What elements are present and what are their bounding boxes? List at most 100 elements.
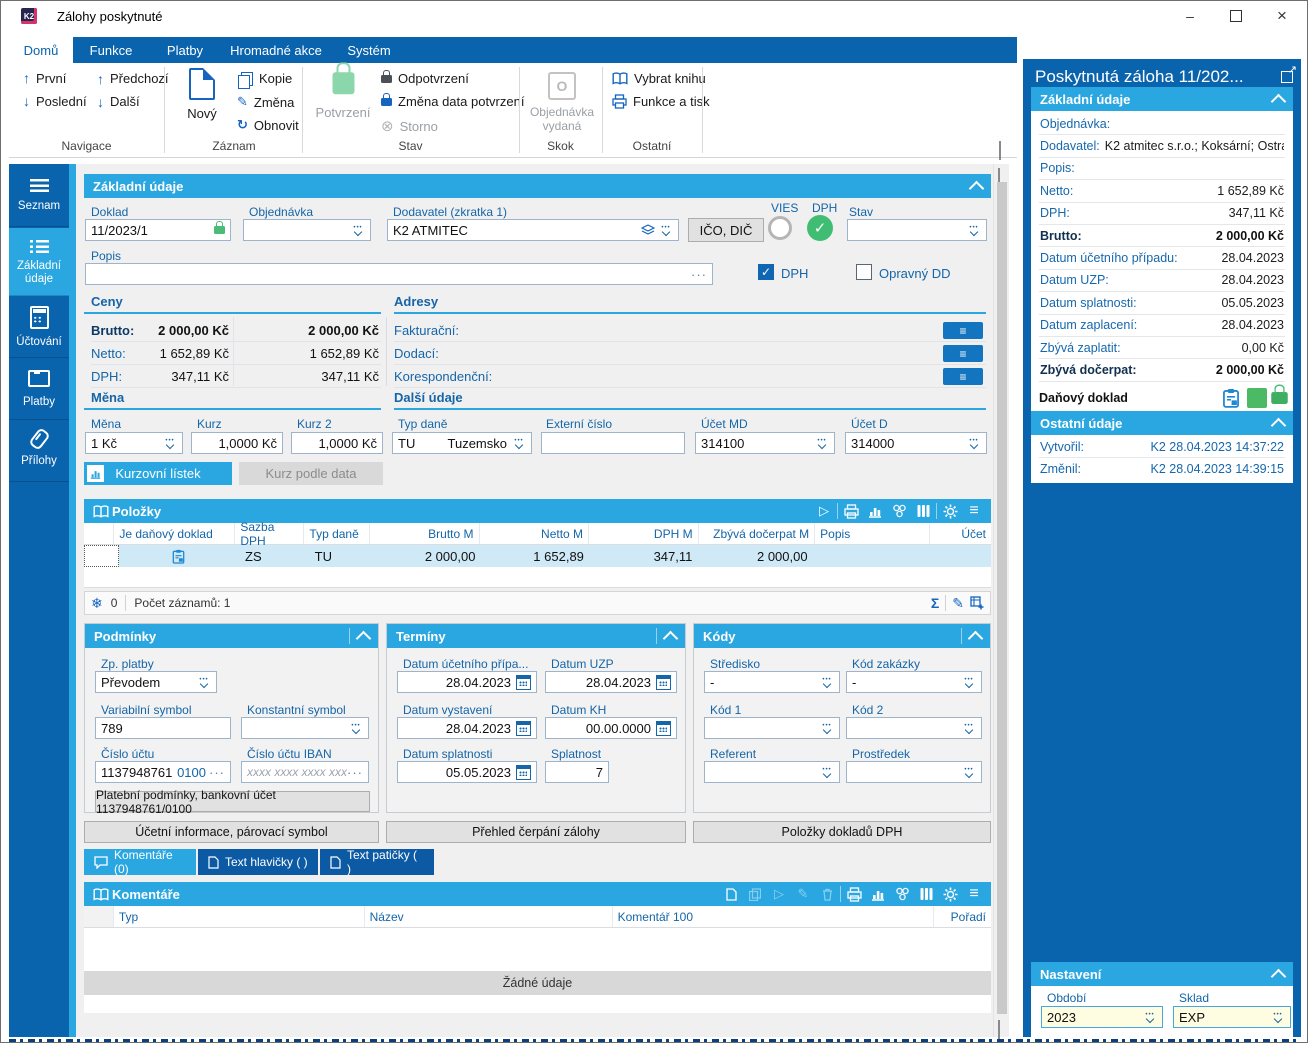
ribbon-confirm-button[interactable]: Potvrzení [312,62,374,134]
datum-splatnosti-field[interactable]: 05.05.2023 [397,761,537,783]
stav-field[interactable] [847,219,987,241]
polozky-row[interactable]: ZS TU 2 000,00 1 652,89 347,11 2 000,00 [84,545,991,567]
ribbon-refresh-button[interactable]: ↻ Obnovit [237,117,299,133]
iban-field[interactable]: xxxx xxxx xxxx xxx... ··· [241,761,369,783]
tab-system[interactable]: Systém [347,42,391,58]
ribbon-new-button[interactable]: Nový [174,68,230,134]
collapse-icon[interactable] [1270,968,1287,984]
more-icon[interactable]: ··· [691,266,707,282]
print-icon[interactable] [840,501,862,521]
collapse-icon[interactable] [968,180,985,196]
stredisko-field[interactable]: - [704,671,840,693]
edit-icon[interactable]: ✎ [797,886,809,901]
kurzovni-listek-button[interactable]: Kurzovní lístek [84,462,232,485]
adresa-menu-button[interactable]: ≡ [943,322,983,339]
referent-field[interactable] [704,761,840,783]
kurz-field[interactable]: 1,0000 Kč [191,432,283,454]
ribbon-last-button[interactable]: ↓ Poslední [23,94,87,109]
new-record-icon[interactable] [720,884,742,904]
chart-icon[interactable] [867,884,889,904]
ribbon-unconfirm-button[interactable]: Odpotvrzení [381,69,469,86]
objednavka-field[interactable] [243,219,371,241]
polozky-dokladu-dph-button[interactable]: Položky dokladů DPH [693,821,991,843]
column-header[interactable]: Je daňový doklad [114,523,236,544]
adresa-menu-button[interactable]: ≡ [943,368,983,385]
settings-gear-icon[interactable] [939,501,961,521]
menu-icon[interactable]: ≡ [969,502,979,519]
datum-ucetniho-field[interactable]: 28.04.2023 [397,671,537,693]
sklad-field[interactable]: EXP [1173,1006,1291,1028]
ribbon-func-print-button[interactable]: Funkce a tisk [612,94,710,109]
dodavatel-field[interactable]: K2 ATMITEC [387,219,679,241]
kurz-podle-data-button[interactable]: Kurz podle data [239,462,383,485]
groups-icon[interactable] [888,501,910,521]
column-header[interactable]: Brutto M [370,523,480,544]
print-icon[interactable] [843,884,865,904]
obdobi-field[interactable]: 2023 [1041,1006,1163,1028]
collapse-icon[interactable] [1270,417,1287,433]
sidebar-item-seznam[interactable]: Seznam [9,169,69,227]
ribbon-next-button[interactable]: ↓ Další [97,94,140,109]
tab-text-hlavicky[interactable]: Text hlavičky ( ) [198,849,318,875]
platebni-podminky-button[interactable]: Platební podmínky, bankovní účet 1137948… [95,788,370,816]
close-button[interactable]: × [1277,6,1287,25]
edit-icon[interactable]: ✎ [952,594,964,611]
settings-gear-icon[interactable] [939,884,961,904]
tab-funkce[interactable]: Funkce [89,42,133,58]
ribbon-order-issued-button[interactable]: O Objednávka vydaná [525,68,599,138]
tab-platby[interactable]: Platby [166,42,204,58]
column-header[interactable]: Netto M [480,523,590,544]
typ-dane-field[interactable]: TU Tuzemsko [392,432,532,454]
dph-checkbox[interactable]: ✓ [758,264,774,280]
delete-icon[interactable] [816,884,838,904]
splatnost-field[interactable]: 7 [545,761,609,783]
prostredek-field[interactable] [846,761,982,783]
ribbon-copy-button[interactable]: Kopie [237,71,292,89]
calendar-icon[interactable] [656,720,671,736]
adresa-menu-button[interactable]: ≡ [943,345,983,362]
collapse-icon[interactable] [967,630,984,646]
opravny-dd-checkbox[interactable] [856,264,872,280]
mena-field[interactable]: 1 Kč [85,432,183,454]
ribbon-collapse-icon[interactable] [999,141,1001,161]
column-header[interactable]: Popis [815,523,930,544]
tab-domu[interactable]: Domů [9,37,73,63]
collapse-icon[interactable] [662,630,679,646]
ucet-md-field[interactable]: 314100 [695,432,835,454]
ks-field[interactable] [241,717,369,739]
collapse-icon[interactable] [355,630,372,646]
sidebar-item-platby[interactable]: Platby [9,358,69,420]
ribbon-storno-button[interactable]: ⊗ Storno [381,117,438,135]
kod2-field[interactable] [846,717,982,739]
doklad-field[interactable]: 11/2023/1 [85,219,231,241]
columns-icon[interactable] [915,884,937,904]
ucet-field[interactable]: 1137948761 0100 ··· [95,761,231,783]
collapse-icon[interactable] [1270,93,1287,109]
column-header[interactable]: Typ [114,906,365,927]
sum-icon[interactable]: Σ [930,595,940,611]
menu-icon[interactable]: ≡ [969,885,979,902]
column-header[interactable]: Pořadí [950,909,986,924]
scroll-down-icon[interactable] [998,1020,1000,1040]
column-header[interactable]: Účet [961,526,987,541]
calendar-icon[interactable] [516,674,531,690]
main-scrollbar[interactable] [993,164,1009,1040]
ribbon-prev-button[interactable]: ↑ Předchozí [97,71,169,86]
snowflake-icon[interactable]: ❄ [91,594,103,611]
calendar-icon[interactable] [656,674,671,690]
popis-field[interactable]: ··· [85,263,713,285]
ribbon-first-button[interactable]: ↑ První [23,71,66,86]
calendar-icon[interactable] [516,764,531,780]
sidebar-item-zakladni-udaje[interactable]: Základní údaje [9,228,69,296]
tab-komentare[interactable]: Komentáře (0) [84,848,196,876]
column-header[interactable]: Komentář 100 [613,906,934,927]
run-icon[interactable]: ▷ [774,886,784,901]
ico-dic-button[interactable]: IČO, DIČ [688,218,764,242]
vs-field[interactable]: 789 [95,717,231,739]
tab-text-paticky[interactable]: Text patičky ( ) [320,848,434,876]
more-icon[interactable]: ··· [347,764,363,780]
kod1-field[interactable] [704,717,840,739]
prehled-cerpani-button[interactable]: Přehled čerpání zálohy [386,821,686,843]
sidebar-item-prilohy[interactable]: Přílohy [9,420,69,482]
column-header[interactable]: DPH M [589,523,699,544]
